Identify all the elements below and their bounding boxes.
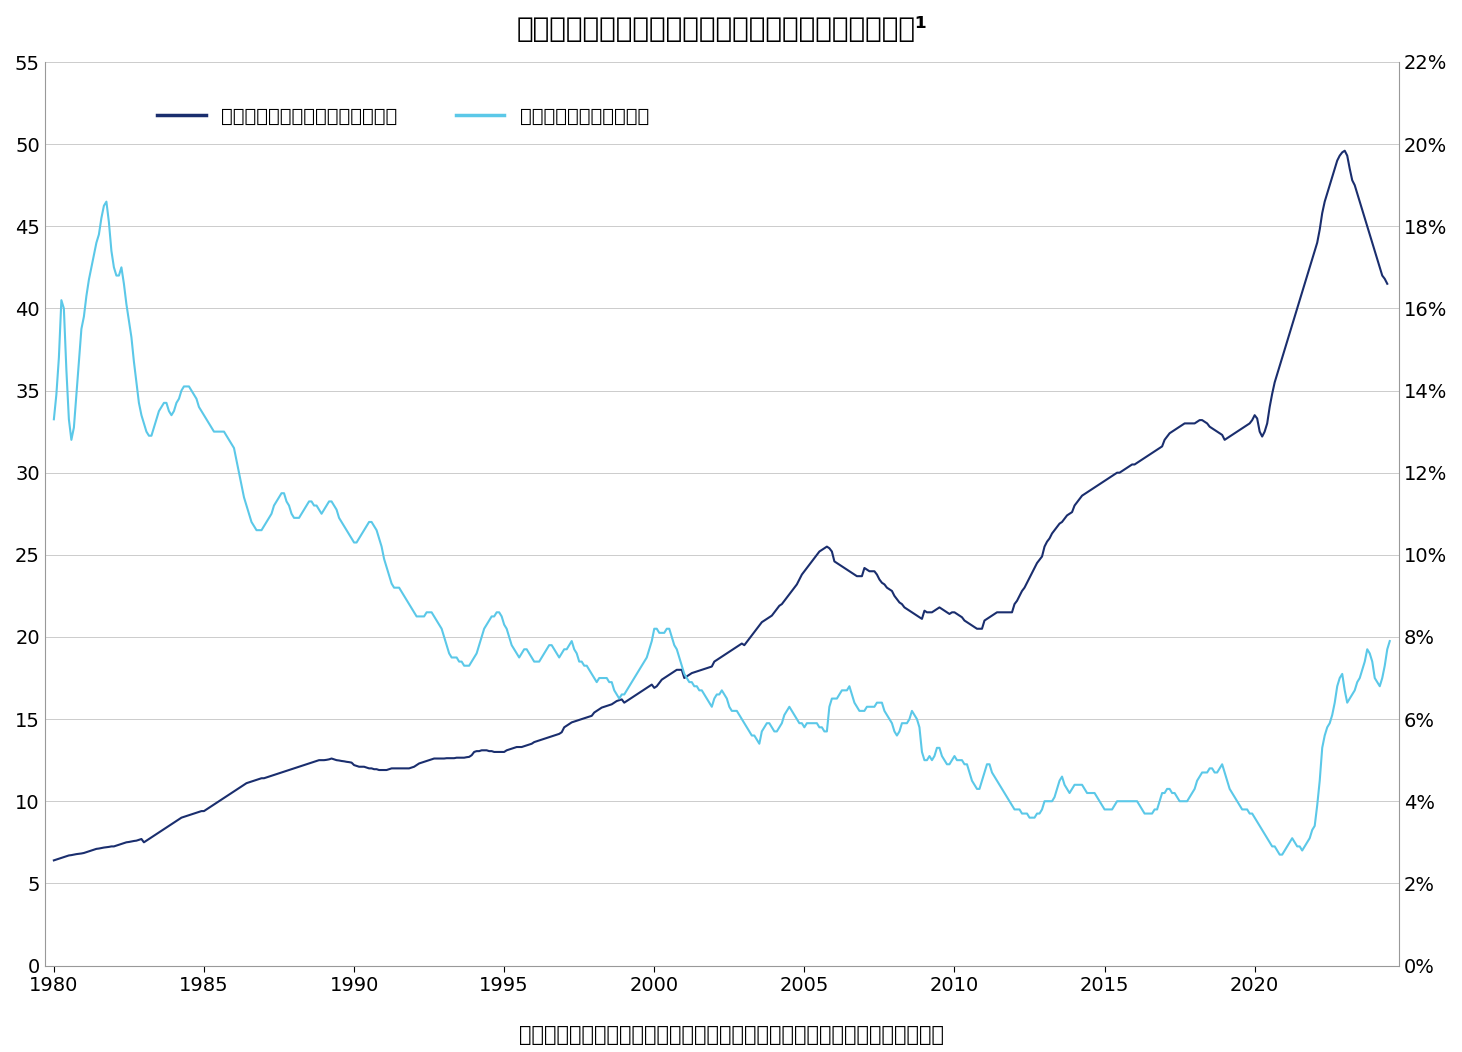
Legend: 新築住宅価格（中央値：万ドル）, 住宅ローン金利（右軸）: 新築住宅価格（中央値：万ドル）, 住宅ローン金利（右軸） [149, 99, 656, 134]
Title: 図表１：米新築住宅価格（中央値）と住宅ローン金利¹: 図表１：米新築住宅価格（中央値）と住宅ローン金利¹ [516, 15, 927, 43]
Text: （出所）米商務省、フレディマックをもとにニッセイ基礎研究所が加工作成: （出所）米商務省、フレディマックをもとにニッセイ基礎研究所が加工作成 [519, 1026, 943, 1046]
